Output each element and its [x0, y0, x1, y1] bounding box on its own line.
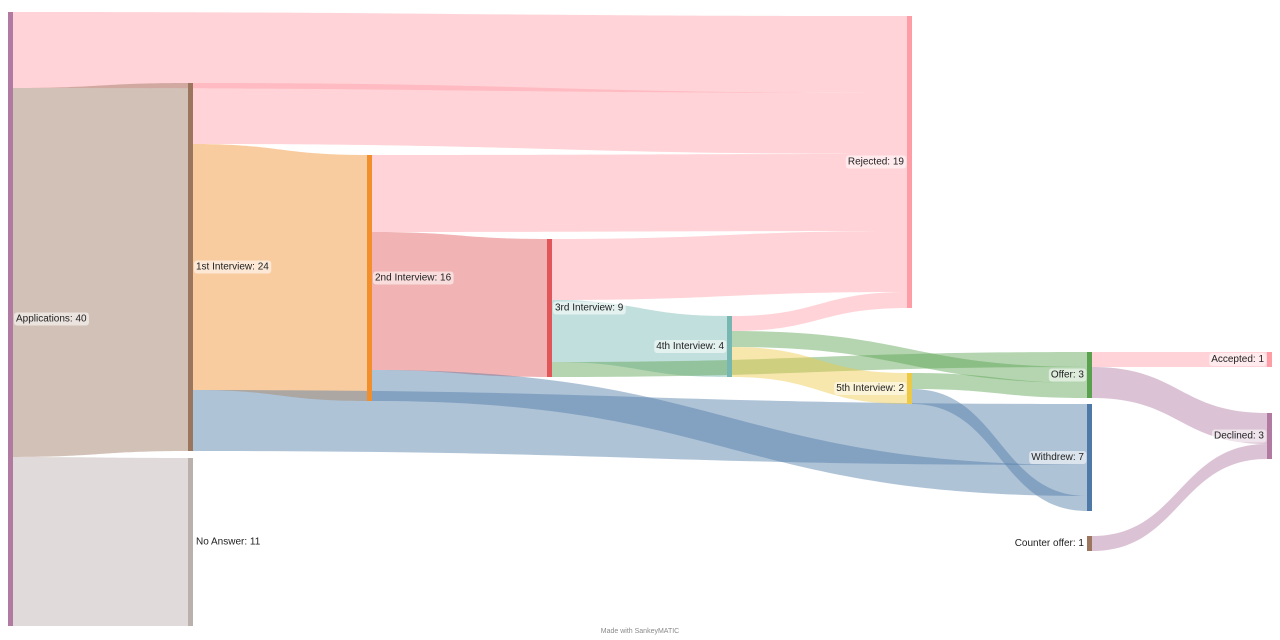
node-applications: [8, 12, 13, 626]
node-fifth: [907, 373, 912, 404]
svg-text:Offer: 3: Offer: 3: [1051, 370, 1085, 381]
flow-counter-offer-to-declined: [1092, 444, 1267, 551]
svg-text:4th Interview: 4: 4th Interview: 4: [656, 341, 724, 352]
node-label-accepted: Accepted: 1: [1209, 353, 1267, 366]
made-with-credit: Made with SankeyMATIC: [600, 628, 680, 635]
flow-2nd-interview-to-rejected: [372, 154, 907, 232]
node-label-second: 2nd Interview: 16: [373, 271, 454, 285]
node-third: [547, 239, 552, 377]
node-label-first: 1st Interview: 24: [194, 260, 272, 274]
flow-applications-to-no-answer: [13, 457, 188, 626]
svg-text:Withdrew: 7: Withdrew: 7: [1031, 452, 1084, 463]
node-offer: [1087, 352, 1092, 398]
flow-2nd-interview-to-3rd-interview: [372, 232, 547, 377]
svg-text:1st Interview: 24: 1st Interview: 24: [196, 262, 269, 273]
svg-text:No Answer: 11: No Answer: 11: [196, 537, 261, 548]
node-label-applications: Applications: 40: [14, 312, 90, 326]
node-second: [367, 155, 372, 401]
svg-text:Accepted: 1: Accepted: 1: [1211, 354, 1264, 365]
node-label-third: 3rd Interview: 9: [553, 301, 626, 315]
node-declined: [1267, 413, 1272, 459]
node-counter: [1087, 536, 1092, 551]
flow-offer-to-declined: [1092, 367, 1267, 444]
node-rejected: [907, 16, 912, 308]
node-label-rejected: Rejected: 19: [845, 155, 907, 169]
node-fourth: [727, 316, 732, 377]
svg-text:Applications: 40: Applications: 40: [16, 314, 87, 325]
flow-1st-interview-to-withdrew: [193, 390, 1087, 465]
flow-3rd-interview-to-offer: [552, 352, 1087, 377]
flow-5th-interview-to-offer: [912, 373, 1087, 398]
flow-3rd-interview-to-rejected: [552, 231, 907, 300]
flow-1st-interview-to-rejected: [193, 83, 907, 154]
node-label-fourth: 4th Interview: 4: [654, 340, 727, 353]
flow-applications-to-rejected: [13, 12, 907, 93]
flow-3rd-interview-to-4th-interview: [552, 300, 727, 377]
svg-text:Rejected: 19: Rejected: 19: [848, 157, 905, 168]
node-first: [188, 83, 193, 451]
flow-1st-interview-to-2nd-interview: [193, 144, 367, 401]
svg-text:Counter offer: 1: Counter offer: 1: [1015, 538, 1085, 549]
node-label-noanswer: No Answer: 11: [194, 535, 263, 549]
flow-4th-interview-to-rejected: [732, 292, 907, 331]
node-label-counter: Counter offer: 1: [1012, 537, 1087, 550]
sankey-links: [13, 12, 1267, 626]
node-noanswer: [188, 458, 193, 626]
flow-applications-to-1st-interview: [13, 83, 188, 457]
svg-text:2nd Interview: 16: 2nd Interview: 16: [375, 273, 452, 284]
svg-text:5th Interview: 2: 5th Interview: 2: [836, 383, 904, 394]
flow-4th-interview-to-offer: [732, 331, 1087, 383]
node-label-fifth: 5th Interview: 2: [834, 382, 907, 395]
node-withdrew: [1087, 404, 1092, 511]
node-accepted: [1267, 352, 1272, 367]
svg-text:Declined: 3: Declined: 3: [1214, 431, 1264, 442]
flow-5th-interview-to-withdrew: [912, 389, 1087, 511]
sankey-nodes: [8, 12, 1272, 626]
svg-text:3rd Interview: 9: 3rd Interview: 9: [555, 303, 624, 314]
flow-2nd-interview-to-withdrew: [372, 370, 1087, 496]
node-label-offer: Offer: 3: [1048, 368, 1087, 382]
sankey-labels: Applications: 40 1st Interview: 24 No Answ…: [14, 155, 1267, 550]
node-label-declined: Declined: 3: [1211, 429, 1267, 443]
node-label-withdrew: Withdrew: 7: [1029, 451, 1087, 464]
